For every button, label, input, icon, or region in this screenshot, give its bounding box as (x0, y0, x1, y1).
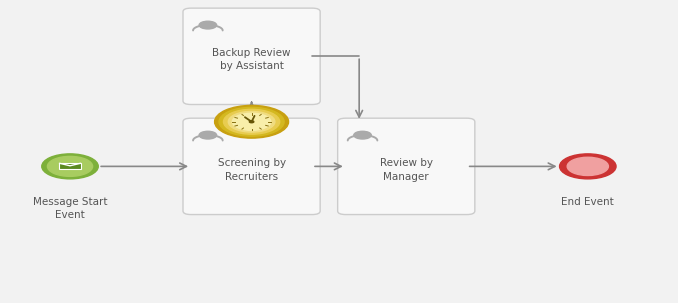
Circle shape (219, 107, 284, 136)
Circle shape (559, 154, 616, 179)
Circle shape (199, 21, 216, 29)
Circle shape (354, 131, 372, 139)
Text: Screening by
Recruiters: Screening by Recruiters (218, 158, 285, 181)
Circle shape (233, 113, 271, 130)
Circle shape (215, 105, 289, 138)
Circle shape (42, 154, 98, 179)
Circle shape (224, 109, 280, 134)
Text: End Event: End Event (561, 197, 614, 207)
Text: Review by
Manager: Review by Manager (380, 158, 433, 181)
FancyBboxPatch shape (183, 8, 320, 105)
Text: Backup Review
by Assistant: Backup Review by Assistant (212, 48, 291, 72)
Circle shape (250, 121, 254, 123)
Circle shape (199, 131, 216, 139)
Circle shape (228, 112, 275, 132)
Text: Message Start
Event: Message Start Event (33, 197, 107, 220)
FancyBboxPatch shape (338, 118, 475, 215)
FancyBboxPatch shape (183, 118, 320, 215)
FancyBboxPatch shape (60, 163, 81, 169)
Circle shape (47, 156, 93, 176)
Circle shape (567, 157, 608, 175)
